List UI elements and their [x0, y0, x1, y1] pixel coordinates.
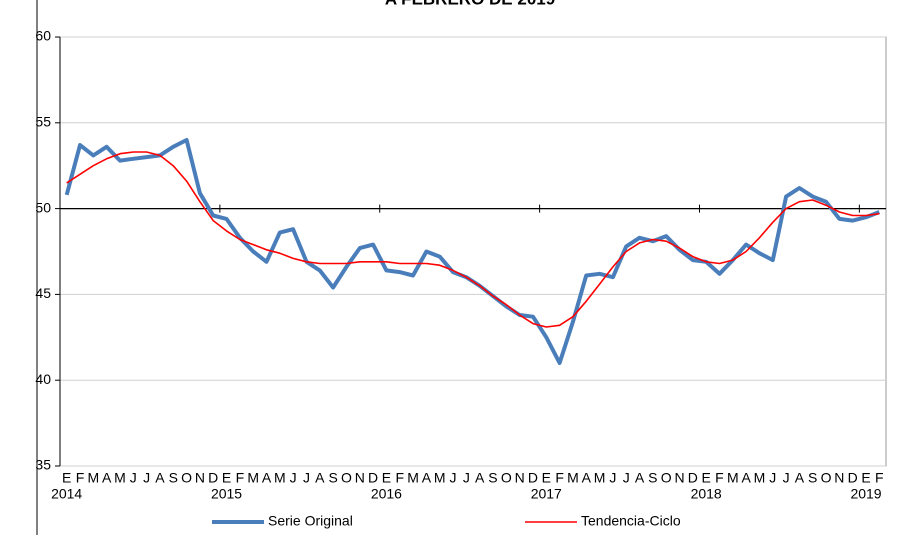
x-tick-label: E	[861, 470, 870, 486]
year-label: 2018	[691, 486, 722, 502]
x-tick-label: O	[661, 470, 672, 486]
y-tick-label: 35	[35, 457, 51, 473]
y-tick-label: 60	[35, 28, 51, 44]
x-tick-label: F	[715, 470, 724, 486]
x-tick-label: O	[341, 470, 352, 486]
year-label: 2016	[371, 486, 402, 502]
year-label: 2014	[51, 486, 82, 502]
year-label: 2019	[850, 486, 881, 502]
x-tick-label: N	[674, 470, 684, 486]
x-tick-label: M	[594, 470, 606, 486]
x-tick-label: A	[155, 470, 165, 486]
y-tick-label: 50	[35, 199, 51, 215]
chart-title: A FEBRERO DE 2019	[385, 0, 555, 8]
x-tick-label: J	[130, 470, 137, 486]
x-tick-label: A	[102, 470, 112, 486]
x-tick-label: M	[727, 470, 739, 486]
x-tick-label: A	[741, 470, 751, 486]
x-tick-label: S	[169, 470, 178, 486]
x-tick-label: E	[701, 470, 710, 486]
x-tick-label: J	[783, 470, 790, 486]
x-tick-label: S	[648, 470, 657, 486]
x-tick-label: A	[475, 470, 485, 486]
x-tick-label: F	[236, 470, 245, 486]
plot-area	[59, 36, 887, 467]
x-tick-label: E	[62, 470, 71, 486]
x-tick-label: M	[754, 470, 766, 486]
x-tick-label: D	[528, 470, 538, 486]
x-tick-label: F	[395, 470, 404, 486]
year-label: 2015	[211, 486, 242, 502]
x-tick-label: F	[875, 470, 884, 486]
y-tick-label: 45	[35, 285, 51, 301]
x-tick-label: O	[181, 470, 192, 486]
year-label: 2017	[531, 486, 562, 502]
x-tick-label: J	[450, 470, 457, 486]
x-tick-label: F	[76, 470, 85, 486]
x-tick-label: D	[848, 470, 858, 486]
series-line	[66, 151, 880, 328]
x-tick-label: D	[368, 470, 378, 486]
x-tick-label: M	[87, 470, 99, 486]
x-tick-label: S	[328, 470, 337, 486]
legend-label: Tendencia-Ciclo	[581, 513, 681, 529]
x-tick-label: M	[567, 470, 579, 486]
x-tick-label: A	[422, 470, 432, 486]
x-tick-label: E	[222, 470, 231, 486]
x-tick-label: F	[555, 470, 564, 486]
x-tick-label: D	[208, 470, 218, 486]
x-tick-label: M	[434, 470, 446, 486]
x-tick-label: D	[688, 470, 698, 486]
x-tick-label: O	[501, 470, 512, 486]
x-tick-label: E	[542, 470, 551, 486]
x-tick-label: A	[315, 470, 325, 486]
y-tick-label: 55	[35, 114, 51, 130]
x-tick-label: J	[303, 470, 310, 486]
x-tick-label: S	[488, 470, 497, 486]
x-tick-label: E	[382, 470, 391, 486]
legend-label: Serie Original	[268, 513, 353, 529]
x-tick-label: J	[769, 470, 776, 486]
x-tick-label: M	[407, 470, 419, 486]
x-tick-label: A	[635, 470, 645, 486]
x-tick-label: N	[834, 470, 844, 486]
y-tick-label: 40	[35, 371, 51, 387]
series-line	[64, 138, 881, 365]
x-tick-label: S	[808, 470, 817, 486]
x-tick-label: J	[463, 470, 470, 486]
x-tick-label: O	[821, 470, 832, 486]
x-tick-label: N	[195, 470, 205, 486]
x-tick-label: A	[262, 470, 272, 486]
x-tick-label: N	[355, 470, 365, 486]
x-tick-label: A	[795, 470, 805, 486]
x-tick-label: J	[609, 470, 616, 486]
x-tick-label: M	[247, 470, 259, 486]
x-tick-label: M	[114, 470, 126, 486]
x-tick-label: J	[143, 470, 150, 486]
x-tick-label: M	[274, 470, 286, 486]
x-tick-label: A	[582, 470, 592, 486]
x-tick-label: J	[290, 470, 297, 486]
x-tick-label: J	[623, 470, 630, 486]
x-tick-label: N	[515, 470, 525, 486]
